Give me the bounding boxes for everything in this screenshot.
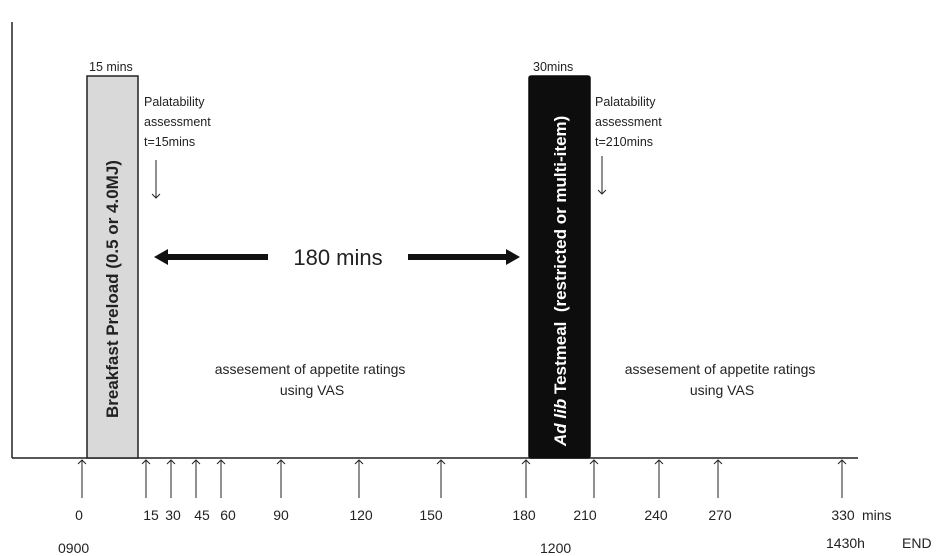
preload-palatability-line-1: Palatability bbox=[144, 95, 205, 109]
preload-palatability-line-3: t=15mins bbox=[144, 135, 195, 149]
timeline-tick-label-270: 270 bbox=[708, 507, 732, 523]
timeline-tick-label-210: 210 bbox=[573, 507, 597, 523]
timeline-unit-label: mins bbox=[862, 507, 892, 523]
preload-palatability-note: Palatability assessment t=15mins bbox=[144, 95, 214, 149]
clock-mid-label: 1200 bbox=[540, 540, 571, 556]
interval-arrow-right-head bbox=[506, 249, 520, 265]
timeline-tick-label-45: 45 bbox=[194, 507, 210, 523]
appetite-right-line-2: using VAS bbox=[690, 382, 754, 398]
testmeal-palatability-line-2: assessment bbox=[595, 115, 662, 129]
timeline-tick-label-240: 240 bbox=[644, 507, 668, 523]
timeline-tick-label-90: 90 bbox=[273, 507, 289, 523]
preload-duration-label: 15 mins bbox=[89, 60, 133, 74]
interval-label: 180 mins bbox=[293, 245, 382, 270]
timeline-tick-label-15: 15 bbox=[143, 507, 159, 523]
testmeal-bar-label-rest: Testmeal (restricted or multi-item) bbox=[551, 116, 570, 399]
timeline-ticks: 0 15 30 45 60 90 120 150 180 210 240 270 330 bbox=[75, 459, 855, 523]
preload-palatability-line-2: assessment bbox=[144, 115, 211, 129]
timeline-tick-label-0: 0 bbox=[75, 507, 83, 523]
testmeal-bar-label-italic: Ad lib bbox=[551, 399, 570, 447]
timeline-tick-label-180: 180 bbox=[512, 507, 536, 523]
clock-start-label: 0900 bbox=[58, 540, 89, 556]
preload-bar bbox=[86, 75, 139, 459]
appetite-left-line-1: assesement of appetite ratings bbox=[215, 361, 406, 377]
testmeal-bar bbox=[528, 75, 591, 459]
appetite-left-line-2: using VAS bbox=[280, 382, 344, 398]
appetite-left-note: assesement of appetite ratings using VAS bbox=[215, 361, 410, 398]
timeline-tick-label-150: 150 bbox=[419, 507, 443, 523]
clock-end-word: END bbox=[902, 535, 932, 551]
timeline-tick-label-60: 60 bbox=[220, 507, 236, 523]
timeline-tick-label-120: 120 bbox=[349, 507, 373, 523]
appetite-right-note: assesement of appetite ratings using VAS bbox=[625, 361, 820, 398]
testmeal-duration-label: 30mins bbox=[533, 60, 573, 74]
timeline-tick-label-330: 330 bbox=[831, 507, 855, 523]
testmeal-palatability-line-1: Palatability bbox=[595, 95, 656, 109]
testmeal-bar-label: Ad lib Testmeal (restricted or multi-ite… bbox=[551, 116, 570, 447]
testmeal-palatability-note: Palatability assessment t=210mins bbox=[595, 95, 665, 149]
timeline-tick-label-30: 30 bbox=[165, 507, 181, 523]
clock-end-label: 1430h bbox=[826, 535, 865, 551]
appetite-right-line-1: assesement of appetite ratings bbox=[625, 361, 816, 377]
preload-bar-label: Breakfast Preload (0.5 or 4.0MJ) bbox=[103, 160, 122, 418]
interval-arrow-left-head bbox=[154, 249, 168, 265]
testmeal-palatability-line-3: t=210mins bbox=[595, 135, 653, 149]
